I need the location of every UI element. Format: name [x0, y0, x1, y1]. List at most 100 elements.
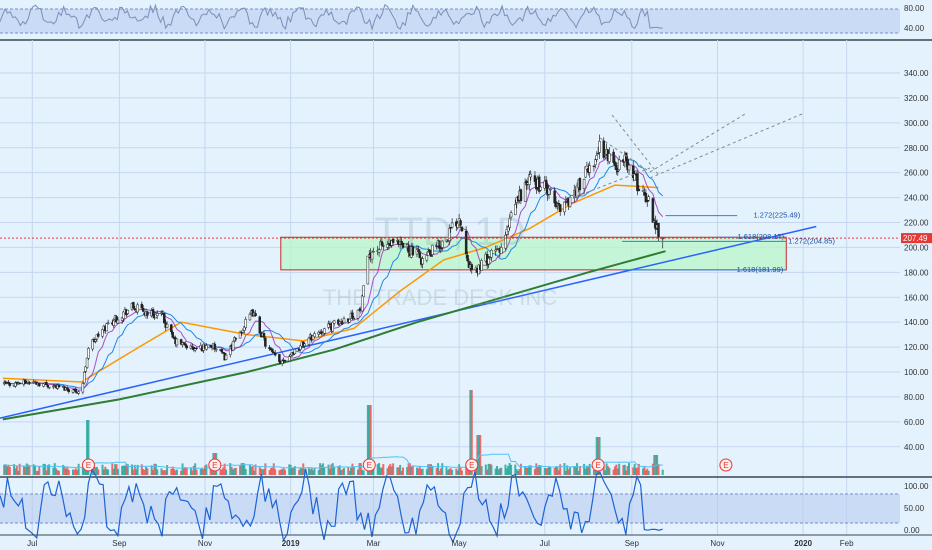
volume-bar — [53, 463, 56, 475]
volume-bar — [35, 470, 38, 475]
price-tick-label: 200.00 — [904, 243, 929, 252]
candle-body — [450, 222, 454, 228]
price-tick-label: 100.00 — [904, 368, 929, 377]
volume-bar — [487, 463, 490, 475]
volume-bar — [132, 469, 135, 475]
projection-dash-5[interactable] — [574, 167, 651, 198]
volume-bar — [328, 468, 331, 475]
volume-bar — [307, 468, 310, 475]
candle-body — [448, 228, 451, 241]
volume-bar — [260, 468, 263, 475]
volume-bar — [368, 405, 371, 475]
price-pane[interactable]: E E E E E E TTD, 1D THE TRADE DESK INC 1.272(… — [0, 40, 900, 535]
candle-body — [191, 346, 194, 348]
volume-bar — [469, 390, 472, 475]
projection-dash-3[interactable] — [649, 113, 746, 173]
candle-body — [456, 223, 459, 228]
candle-body — [46, 384, 49, 388]
earnings-marker-label: E — [367, 461, 372, 470]
volume-bar — [160, 468, 163, 475]
volume-bar — [27, 464, 30, 475]
volume-bar — [112, 468, 115, 475]
volume-bar — [486, 469, 489, 475]
volume-bar — [121, 466, 124, 475]
volume-bar — [13, 464, 16, 475]
volume-bar — [341, 469, 344, 475]
volume-bar — [191, 470, 194, 475]
candle-body — [507, 226, 510, 232]
volume-bar — [209, 465, 212, 475]
earnings-marker[interactable] — [81, 458, 95, 472]
volume-bar — [647, 470, 650, 475]
earnings-marker[interactable] — [362, 458, 376, 472]
top-indicator-band — [0, 9, 900, 33]
volume-bar — [77, 463, 80, 475]
candle-body — [351, 312, 354, 319]
projection-lines[interactable] — [574, 113, 803, 198]
volume-bar — [466, 469, 469, 475]
candle-body — [616, 170, 620, 173]
volume-bar — [192, 465, 195, 475]
earnings-marker[interactable] — [591, 458, 605, 472]
time-axis[interactable]: Jul Sep Nov 2019 Mar May Jul Sep Nov 2020 Feb — [27, 539, 854, 548]
earnings-marker[interactable] — [208, 458, 222, 472]
volume-bar — [372, 467, 375, 475]
candle-body — [499, 247, 503, 254]
time-tick-label: Mar — [367, 539, 381, 548]
candle-body — [647, 196, 650, 201]
candle-body — [519, 189, 523, 202]
earnings-marker[interactable] — [719, 458, 733, 472]
volume-bar — [299, 467, 302, 475]
volume-bar — [164, 470, 167, 475]
volume-bar — [425, 469, 428, 475]
volume-bar — [243, 463, 246, 475]
volume-bar — [73, 469, 76, 475]
earnings-marker[interactable] — [465, 458, 479, 472]
candle-body — [156, 313, 159, 316]
volume-bar — [337, 466, 340, 475]
volume-bar — [38, 466, 41, 475]
trendline[interactable] — [0, 225, 817, 419]
top-tick-40: 40.00 — [904, 24, 925, 33]
top-indicator-pane[interactable]: 80.00 40.00 — [0, 3, 925, 34]
candle-body — [370, 251, 374, 260]
candle-body — [360, 295, 364, 312]
volume-bar — [17, 470, 20, 475]
candle-body — [28, 382, 31, 384]
volume-bar — [549, 467, 552, 475]
earnings-marker-label: E — [723, 461, 728, 470]
volume-bar — [202, 469, 205, 475]
volume-bar — [418, 465, 421, 475]
support-zone[interactable] — [280, 236, 787, 271]
fib-lines[interactable] — [621, 215, 787, 271]
candle-body — [356, 309, 360, 319]
volume-bar — [369, 405, 372, 475]
projection-dash-1[interactable] — [611, 114, 659, 175]
volume-bar — [125, 463, 128, 475]
time-tick-label: 2019 — [282, 539, 300, 548]
volume-bar — [150, 465, 153, 475]
volume-bar — [441, 463, 444, 475]
bottom-indicator-pane[interactable]: 100.00 50.00 0.00 — [0, 468, 929, 544]
candle-body — [439, 247, 443, 249]
candle-body — [74, 388, 78, 393]
volume-bar — [416, 467, 419, 475]
volume-bar — [136, 464, 139, 475]
volume-bar — [220, 469, 223, 475]
candle-body — [362, 285, 365, 297]
candle-body — [45, 382, 48, 386]
volume-bar — [298, 469, 301, 475]
volume-bar — [528, 465, 531, 475]
price-axis[interactable]: 340.00 320.00 300.00 280.00 260.00 240.00 220.… — [904, 69, 929, 452]
volume-bar — [359, 463, 362, 475]
volume-bar — [632, 467, 635, 475]
volume-bar — [557, 470, 560, 475]
candle-body — [631, 165, 635, 179]
candle-body — [338, 321, 342, 324]
candle-body — [15, 381, 19, 384]
projection-dash-2[interactable] — [599, 137, 651, 173]
volume-moving-average — [4, 453, 663, 469]
candle-body — [311, 335, 315, 341]
